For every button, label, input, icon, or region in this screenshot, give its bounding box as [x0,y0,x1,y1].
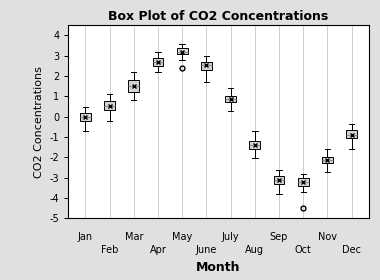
Text: Sep: Sep [270,232,288,242]
Text: July: July [222,232,239,242]
Text: Month: Month [196,261,241,274]
PathPatch shape [104,101,115,109]
Text: Feb: Feb [101,246,118,255]
PathPatch shape [249,141,260,149]
PathPatch shape [298,178,309,186]
PathPatch shape [177,48,188,54]
PathPatch shape [225,96,236,102]
PathPatch shape [346,130,357,138]
PathPatch shape [322,157,333,164]
PathPatch shape [274,176,285,184]
PathPatch shape [128,80,139,92]
Text: Jan: Jan [78,232,93,242]
PathPatch shape [152,58,163,66]
Text: Mar: Mar [125,232,143,242]
Text: Oct: Oct [295,246,312,255]
PathPatch shape [201,62,212,70]
Title: Box Plot of CO2 Concentrations: Box Plot of CO2 Concentrations [108,10,329,23]
Text: Apr: Apr [150,246,166,255]
PathPatch shape [80,113,91,121]
Text: Aug: Aug [245,246,264,255]
Text: Dec: Dec [342,246,361,255]
Text: May: May [172,232,192,242]
Y-axis label: CO2 Concentrations: CO2 Concentrations [34,66,44,178]
Text: Nov: Nov [318,232,337,242]
Text: June: June [196,246,217,255]
